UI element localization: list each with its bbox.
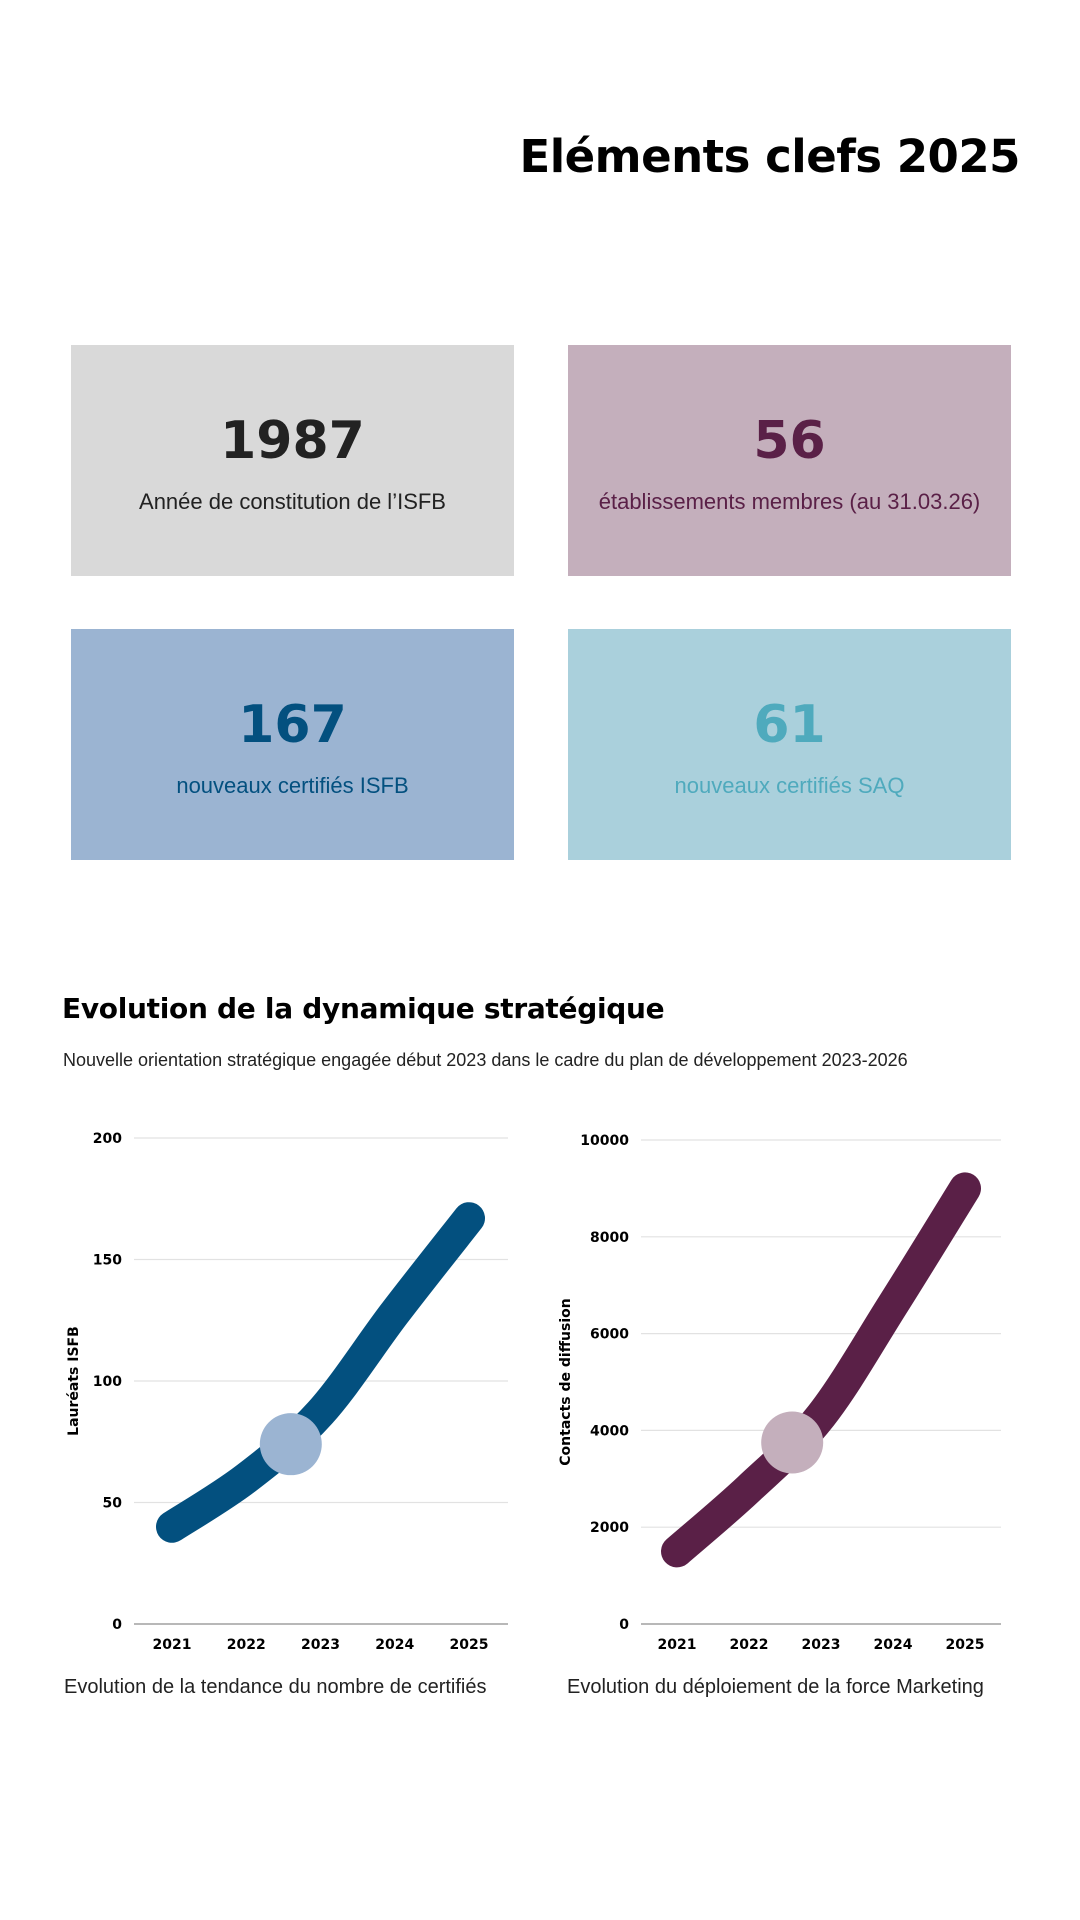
x-tick-label: 2022 [227,1637,266,1653]
y-tick-label: 4000 [590,1423,629,1439]
y-tick-label: 150 [93,1253,122,1269]
stat-value: 167 [238,694,347,755]
y-tick-label: 200 [93,1131,122,1147]
stat-card-isfb-certified: 167 nouveaux certifiés ISFB [71,629,514,860]
y-tick-label: 0 [112,1617,122,1633]
page-title: Eléments clefs 2025 [519,130,1021,183]
x-tick-label: 2023 [802,1637,841,1653]
section-subtitle: Nouvelle orientation stratégique engagée… [63,1050,908,1070]
stat-label: établissements membres (au 31.03.26) [598,488,981,514]
stat-label: Année de constitution de l’ISFB [139,488,446,514]
y-tick-label: 10000 [580,1133,629,1149]
stat-value: 56 [753,410,826,471]
x-tick-label: 2024 [874,1637,913,1653]
y-axis-label: Contacts de diffusion [558,1298,574,1465]
y-tick-label: 100 [93,1374,122,1390]
chart-caption-left: Evolution de la tendance du nombre de ce… [64,1676,487,1698]
trend-line [156,1202,485,1543]
y-tick-label: 0 [619,1617,629,1633]
trend-line [661,1172,981,1568]
y-tick-label: 6000 [590,1327,629,1343]
y-tick-label: 2000 [590,1520,629,1536]
y-tick-label: 8000 [590,1230,629,1246]
stat-value: 61 [753,694,826,755]
stat-card-saq-certified: 61 nouveaux certifiés SAQ [568,629,1011,860]
x-tick-label: 2021 [153,1637,192,1653]
y-tick-label: 50 [103,1496,123,1512]
section-title: Evolution de la dynamique stratégique [62,992,665,1025]
chart-certified-trend: 0 50 100 150 200 2021 2022 2023 2024 2025 Lauréats… [66,1131,508,1653]
stat-value: 1987 [220,410,365,471]
highlight-marker [761,1411,824,1474]
x-tick-label: 2023 [301,1637,340,1653]
stat-card-founding-year: 1987 Année de constitution de l’ISFB [71,345,514,576]
stat-card-member-institutions: 56 établissements membres (au 31.03.26) [568,345,1011,576]
chart-marketing-deployment: 0 2000 4000 6000 8000 10000 2021 2022 2023 2024 20… [558,1133,1001,1653]
x-tick-label: 2025 [946,1637,985,1653]
highlight-marker [259,1413,322,1476]
chart-caption-right: Evolution du déploiement de la force Mar… [567,1676,984,1698]
stat-label: nouveaux certifiés ISFB [176,772,409,798]
stat-label: nouveaux certifiés SAQ [674,772,905,798]
x-tick-label: 2022 [730,1637,769,1653]
x-tick-label: 2021 [658,1637,697,1653]
x-tick-label: 2024 [375,1637,414,1653]
x-tick-label: 2025 [450,1637,489,1653]
y-axis-label: Lauréats ISFB [66,1326,82,1436]
